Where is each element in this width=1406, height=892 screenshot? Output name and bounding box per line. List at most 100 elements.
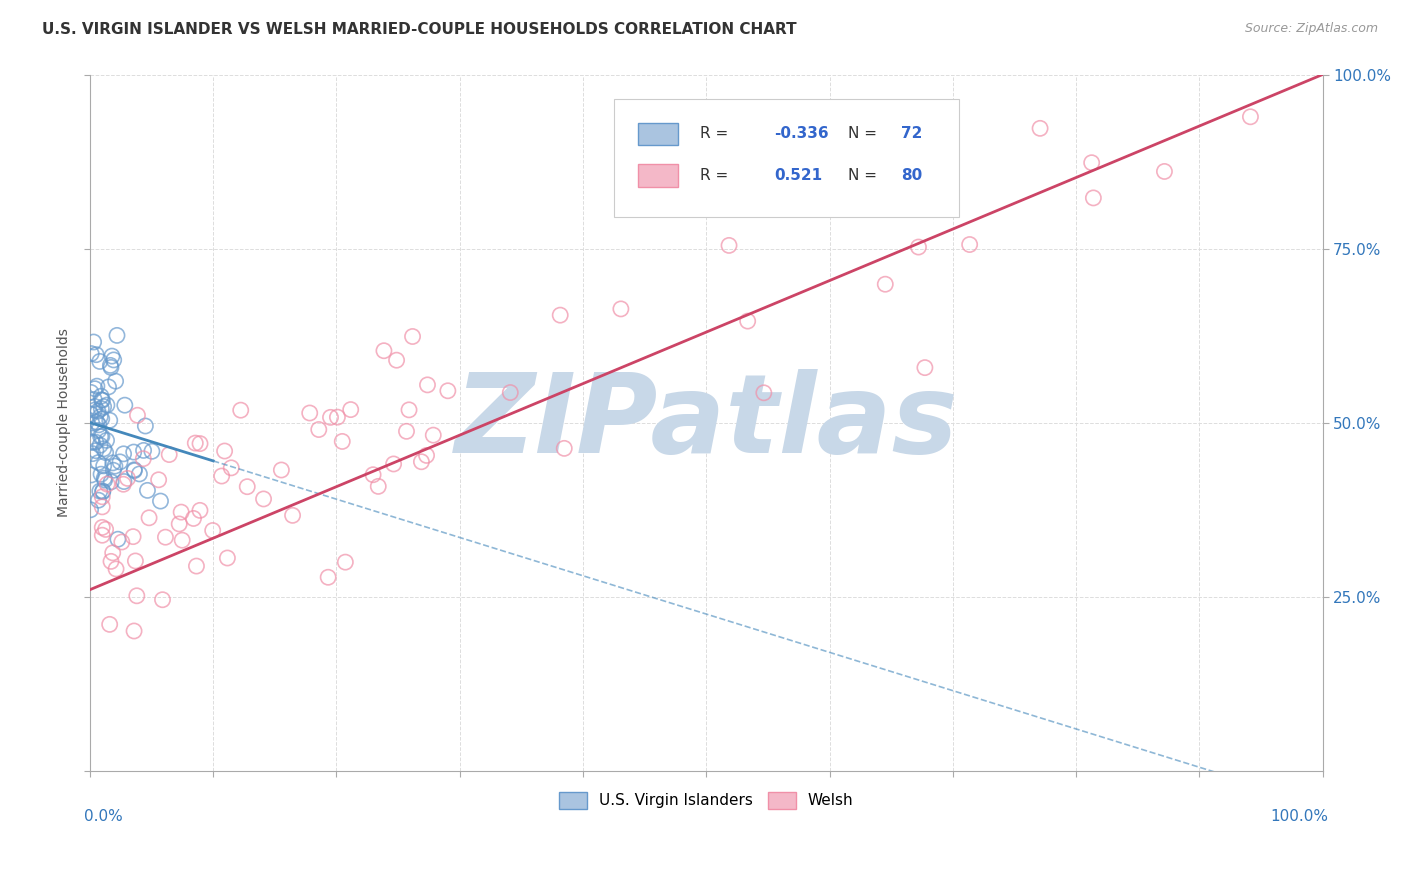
Point: [103, 463, 125, 477]
Point: [97, 380, 120, 394]
Point: [84, 348, 107, 362]
Point: [548, 308, 571, 322]
Point: [90, 429, 112, 443]
Point: [91, 483, 114, 498]
Point: [100, 475, 122, 489]
Point: [105, 562, 128, 576]
Point: [84, 435, 107, 450]
Point: [553, 442, 575, 456]
Point: [79, 503, 101, 517]
Point: [83, 403, 105, 417]
Point: [89, 438, 111, 452]
Point: [93, 400, 115, 414]
Point: [335, 555, 357, 569]
Point: [84, 443, 107, 458]
Point: [83, 400, 105, 414]
Text: 72: 72: [901, 126, 922, 141]
Point: [114, 398, 136, 412]
Point: [211, 469, 233, 483]
Point: [610, 301, 633, 316]
Point: [87, 404, 110, 418]
Point: [93, 442, 115, 456]
Point: [124, 554, 146, 568]
Point: [330, 434, 353, 449]
Point: [87, 417, 110, 432]
Point: [401, 329, 423, 343]
Point: [93, 473, 115, 487]
Point: [157, 448, 180, 462]
Point: [80, 385, 103, 400]
Point: [93, 458, 115, 473]
Point: [398, 402, 420, 417]
Point: [236, 480, 259, 494]
Point: [100, 360, 122, 375]
Point: [80, 434, 103, 449]
Point: [124, 463, 146, 477]
Point: [80, 467, 103, 482]
Point: [90, 389, 112, 403]
Point: [83, 334, 105, 349]
Point: [959, 237, 981, 252]
Point: [188, 436, 211, 450]
Point: [217, 551, 239, 566]
Point: [170, 505, 193, 519]
Point: [98, 617, 121, 632]
Point: [367, 479, 389, 493]
Point: [167, 516, 190, 531]
Legend: U.S. Virgin Islanders, Welsh: U.S. Virgin Islanders, Welsh: [553, 786, 859, 815]
Point: [82, 435, 104, 450]
Point: [100, 554, 122, 568]
Point: [128, 467, 150, 481]
Point: [138, 510, 160, 524]
Point: [83, 392, 105, 407]
Point: [186, 559, 208, 574]
Point: [108, 455, 131, 469]
Point: [132, 443, 155, 458]
Point: [298, 406, 321, 420]
Point: [105, 328, 128, 343]
Point: [914, 360, 936, 375]
Point: [718, 238, 741, 252]
Point: [104, 459, 127, 474]
Point: [183, 511, 205, 525]
Point: [98, 413, 121, 427]
Text: N =: N =: [848, 168, 882, 183]
Point: [122, 624, 145, 638]
Text: R =: R =: [700, 168, 733, 183]
Point: [411, 455, 433, 469]
Point: [90, 401, 112, 416]
Point: [1080, 155, 1102, 169]
Point: [1153, 164, 1175, 178]
Point: [876, 174, 898, 188]
Point: [89, 354, 111, 368]
Point: [101, 546, 124, 560]
Point: [112, 447, 135, 461]
Point: [91, 484, 114, 499]
Point: [83, 382, 105, 396]
Text: -0.336: -0.336: [775, 126, 828, 141]
Point: [308, 423, 330, 437]
Point: [385, 353, 408, 368]
Point: [87, 493, 110, 508]
Point: [91, 528, 114, 542]
Point: [229, 403, 252, 417]
Point: [94, 445, 117, 459]
Point: [101, 349, 124, 363]
Point: [96, 434, 118, 448]
Point: [91, 393, 114, 408]
Point: [90, 467, 112, 482]
Point: [136, 483, 159, 498]
Text: R =: R =: [700, 126, 733, 141]
Point: [93, 471, 115, 485]
Text: N =: N =: [848, 126, 882, 141]
Point: [219, 460, 242, 475]
Point: [281, 508, 304, 523]
Point: [201, 524, 224, 538]
Point: [90, 392, 112, 407]
Point: [96, 398, 118, 412]
Point: [87, 456, 110, 470]
Point: [319, 410, 342, 425]
Point: [395, 425, 418, 439]
Point: [91, 500, 114, 514]
Point: [94, 522, 117, 536]
